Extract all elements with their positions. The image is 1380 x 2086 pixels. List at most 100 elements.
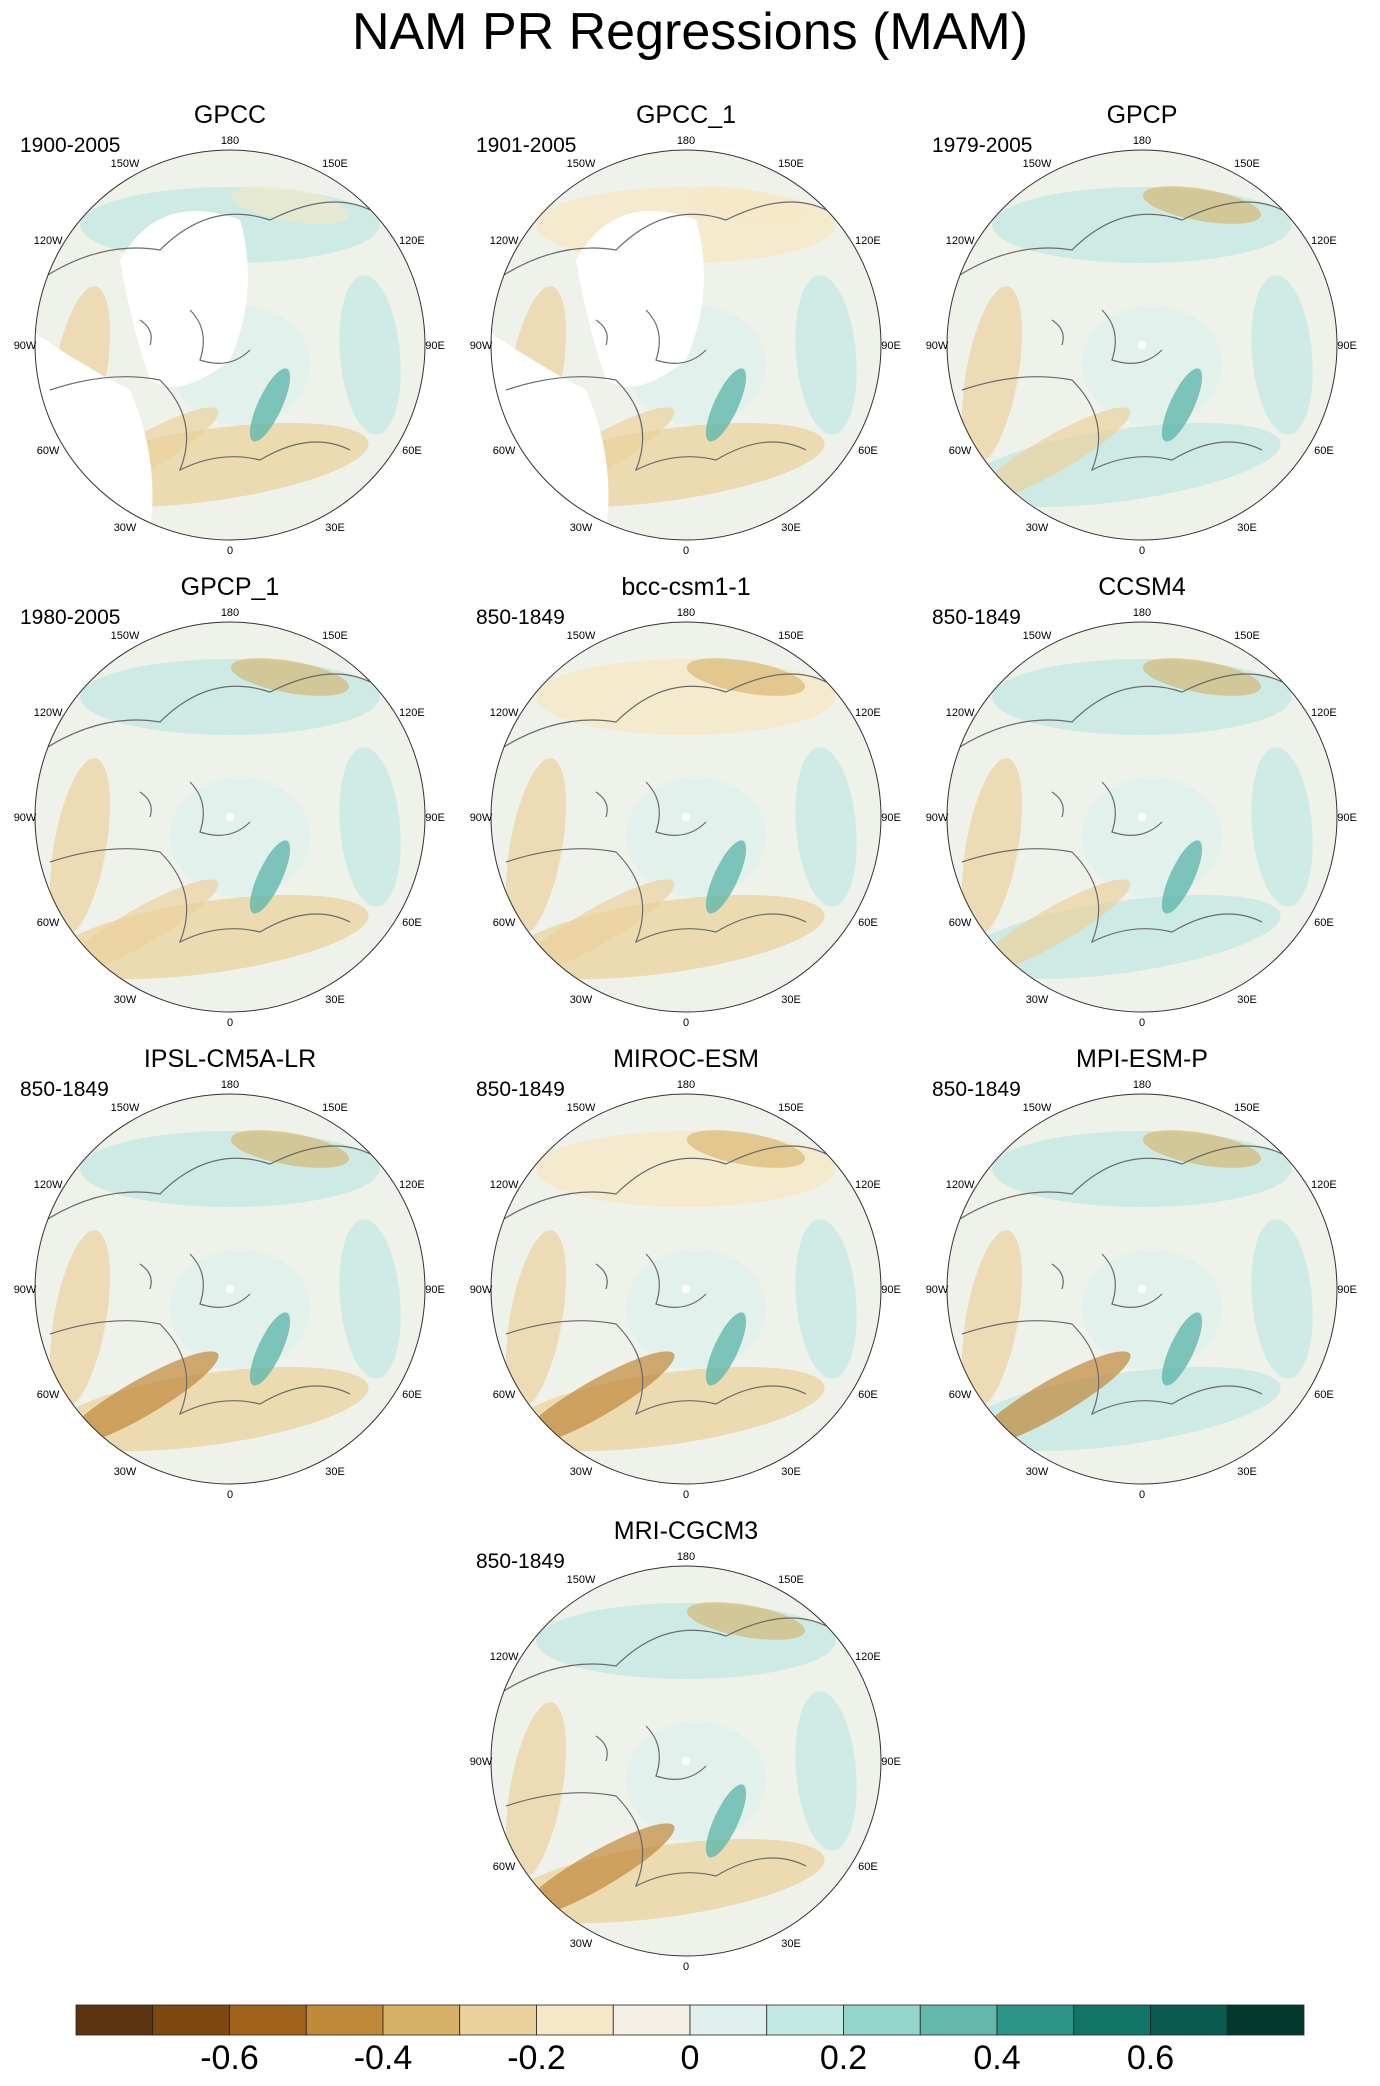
longitude-label: 150E xyxy=(1234,158,1260,170)
missing-data-region xyxy=(35,330,153,530)
longitude-label: 90E xyxy=(1337,812,1357,824)
longitude-label: 90W xyxy=(470,1756,493,1768)
longitude-label: 90W xyxy=(926,812,949,824)
colorbar-swatches xyxy=(75,2004,1305,2036)
anomaly-patch xyxy=(507,894,825,980)
longitude-label: 120W xyxy=(490,707,519,719)
longitude-label: 150W xyxy=(111,158,140,170)
longitude-label: 30W xyxy=(114,1466,137,1478)
longitude-label: 90E xyxy=(1337,1284,1357,1296)
map-boundary xyxy=(490,621,882,1013)
longitude-label: 120E xyxy=(855,1651,881,1663)
anomaly-patch xyxy=(962,1230,1022,1408)
panel-period: 850-1849 xyxy=(476,1078,565,1101)
longitude-label: 120W xyxy=(490,1651,519,1663)
longitude-label: 30E xyxy=(781,522,801,534)
north-pole-marker xyxy=(1138,1285,1146,1293)
anomaly-patch xyxy=(80,1131,380,1207)
longitude-label: 150E xyxy=(322,1102,348,1114)
map-panel: GPCP 180 150E 120E 90E 60E 30E 0 30W 60W 90W 120W 15… xyxy=(922,100,1362,570)
longitude-label: 0 xyxy=(1139,1017,1145,1029)
longitude-label: 90W xyxy=(14,1284,37,1296)
longitude-label: 90E xyxy=(881,340,901,352)
panel-period: 850-1849 xyxy=(20,1078,109,1101)
longitude-label: 30E xyxy=(781,1938,801,1950)
north-pole-marker xyxy=(226,341,234,349)
map-panel: MRI-CGCM3 180 150E 120E 90E 60E 30E 0 30W 60W 90W 1… xyxy=(466,1516,906,1986)
longitude-label: 120W xyxy=(34,707,63,719)
colorbar-swatch xyxy=(1226,2004,1305,2036)
anomaly-patch xyxy=(686,186,806,224)
longitude-label: 90W xyxy=(470,812,493,824)
longitude-label: 180 xyxy=(677,1079,695,1091)
anomaly-patch xyxy=(80,659,380,735)
longitude-label: 120W xyxy=(490,1179,519,1191)
anomaly-patch xyxy=(1142,186,1262,224)
colorbar-swatch xyxy=(766,2004,844,2036)
longitude-label: 0 xyxy=(683,1489,689,1501)
coastline xyxy=(951,1145,1283,1416)
longitude-label: 0 xyxy=(683,545,689,557)
coastline xyxy=(39,201,371,472)
longitude-label: 60W xyxy=(493,445,516,457)
anomaly-patch xyxy=(61,879,219,975)
longitude-label: 0 xyxy=(227,1489,233,1501)
longitude-label: 90E xyxy=(881,1284,901,1296)
longitude-label: 120E xyxy=(1311,707,1337,719)
longitude-label: 0 xyxy=(683,1961,689,1973)
longitude-label: 30E xyxy=(781,1466,801,1478)
anomaly-patch xyxy=(170,1249,310,1369)
panel-title: MIROC-ESM xyxy=(613,1045,759,1073)
anomaly-patch xyxy=(1161,840,1203,914)
longitude-label: 30E xyxy=(325,1466,345,1478)
coastline xyxy=(495,1617,827,1888)
longitude-label: 0 xyxy=(1139,545,1145,557)
anomaly-patch xyxy=(962,286,1022,464)
longitude-label: 150W xyxy=(111,630,140,642)
polar-stereographic-map: 180 150E 120E 90E 60E 30E 0 30W 60W 90W 120W 150W xyxy=(14,1079,445,1501)
longitude-label: 90E xyxy=(881,812,901,824)
anomaly-patch xyxy=(249,840,291,914)
panel-period: 1900-2005 xyxy=(20,134,121,157)
panel-period: 850-1849 xyxy=(476,1550,565,1573)
polar-stereographic-map: 180 150E 120E 90E 60E 30E 0 30W 60W 90W 120W 150W xyxy=(470,1551,901,1973)
longitude-label: 120W xyxy=(946,1179,975,1191)
anomaly-patch xyxy=(705,840,747,914)
north-pole-marker xyxy=(682,341,690,349)
anomaly-patch xyxy=(795,1691,857,1851)
anomaly-patch xyxy=(973,879,1131,975)
longitude-label: 30W xyxy=(1026,994,1049,1006)
panel-title: MRI-CGCM3 xyxy=(613,1517,759,1545)
anomaly-patch xyxy=(170,777,310,897)
missing-data-region xyxy=(491,330,609,530)
longitude-label: 30E xyxy=(1237,1466,1257,1478)
longitude-label: 120E xyxy=(1311,1179,1337,1191)
longitude-label: 30E xyxy=(1237,994,1257,1006)
map-panel: IPSL-CM5A-LR 180 150E 120E 90E 60E 30E 0 30W 60W 9… xyxy=(10,1044,450,1514)
colorbar-swatch xyxy=(996,2004,1075,2036)
colorbar-tick-label: 0.4 xyxy=(973,2039,1021,2077)
longitude-label: 180 xyxy=(221,1079,239,1091)
longitude-label: 120E xyxy=(399,1179,425,1191)
longitude-label: 120E xyxy=(855,1179,881,1191)
north-pole-marker xyxy=(1138,813,1146,821)
anomaly-patch xyxy=(686,658,806,696)
anomaly-patch xyxy=(973,1351,1131,1447)
longitude-label: 120W xyxy=(946,235,975,247)
longitude-label: 150W xyxy=(567,1102,596,1114)
anomaly-patch xyxy=(1142,1130,1262,1168)
anomaly-patch xyxy=(536,659,836,735)
longitude-label: 180 xyxy=(677,1551,695,1563)
longitude-label: 60W xyxy=(493,1861,516,1873)
anomaly-patch xyxy=(962,758,1022,936)
anomaly-patch xyxy=(795,275,857,435)
polar-stereographic-map: 180 150E 120E 90E 60E 30E 0 30W 60W 90W 120W 150W xyxy=(470,135,901,557)
colorbar-swatch xyxy=(1150,2004,1228,2036)
colorbar-swatch xyxy=(305,2004,384,2036)
north-pole-marker xyxy=(682,813,690,821)
longitude-label: 120W xyxy=(34,1179,63,1191)
colorbar-swatch xyxy=(536,2004,614,2036)
longitude-label: 180 xyxy=(1133,1079,1151,1091)
longitude-label: 90E xyxy=(1337,340,1357,352)
longitude-label: 90E xyxy=(425,812,445,824)
